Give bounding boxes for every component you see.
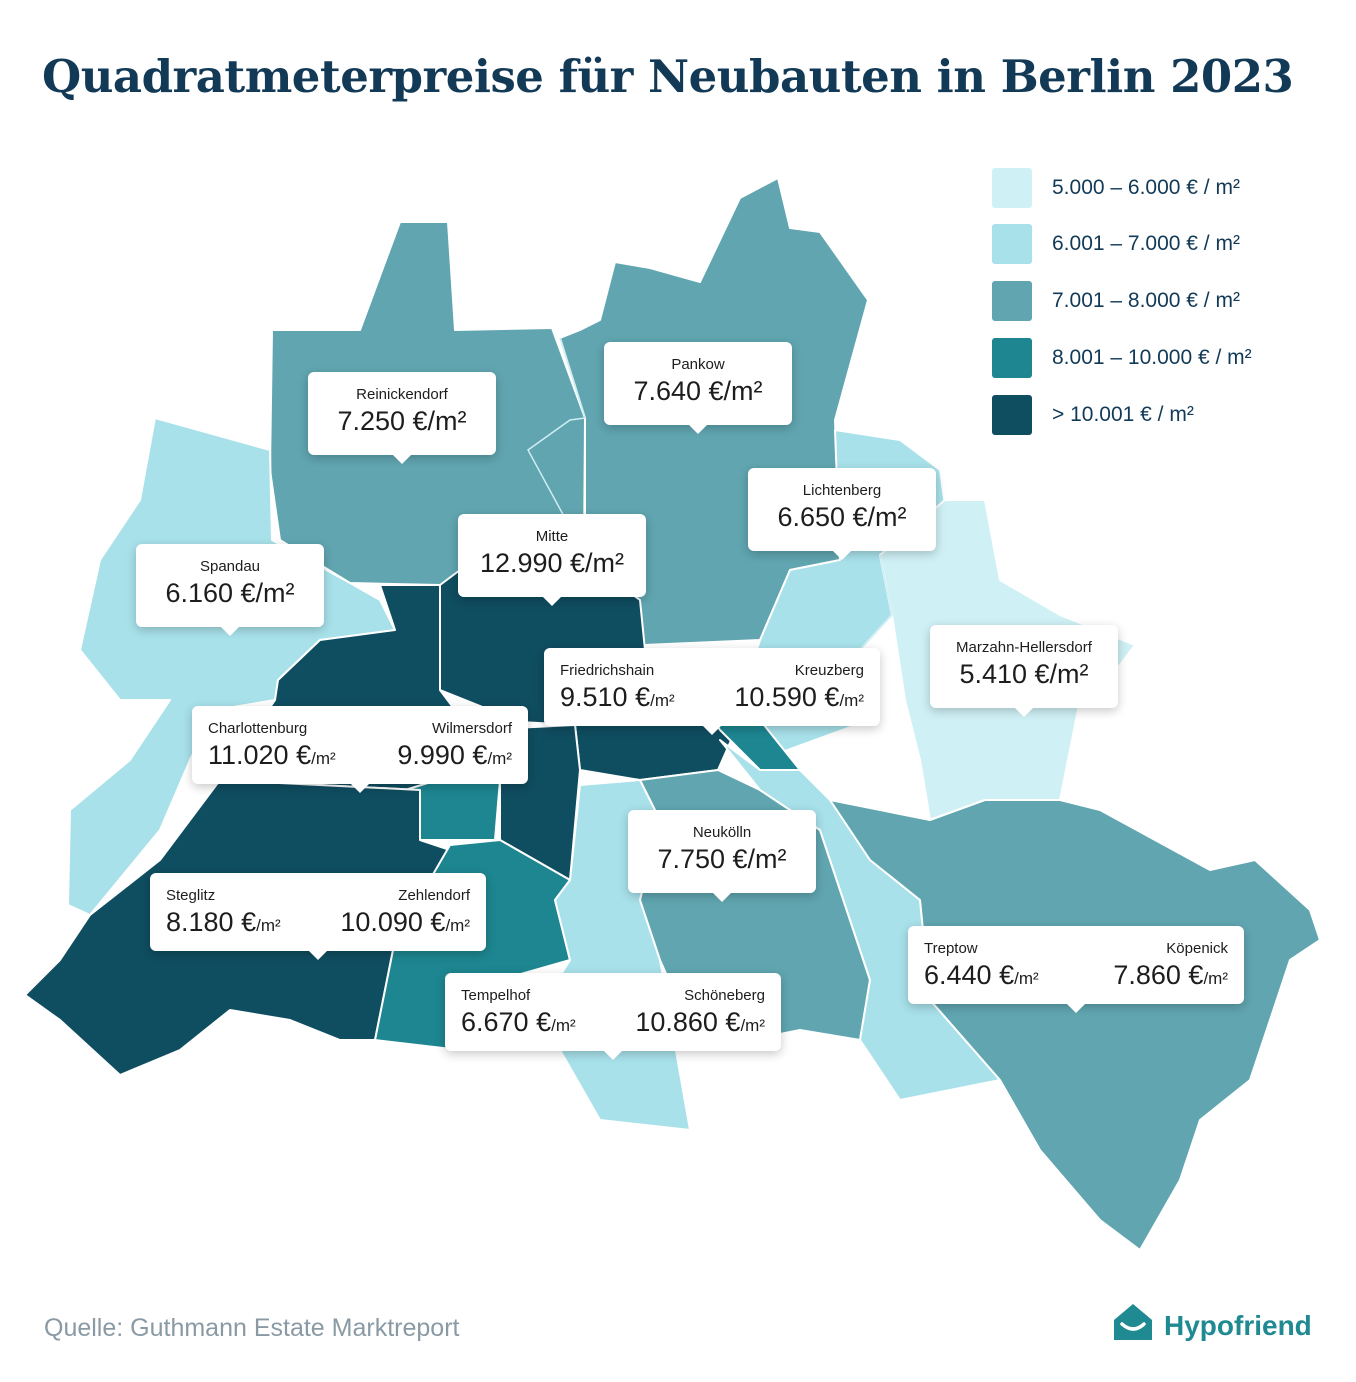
card-charlottenburg-wilmersdorf: Charlottenburg 11.020 €/m² Wilmersdorf 9… (192, 706, 528, 793)
district-name: Spandau (199, 558, 261, 575)
legend-item-class2: 6.001 – 7.000 € / m² (992, 224, 1352, 264)
district-name: Wilmersdorf (431, 720, 512, 737)
district-name: Lichtenberg (802, 482, 882, 499)
card-spandau: Spandau 6.160 €/m² (136, 544, 324, 636)
district-koepenick[interactable] (829, 799, 1321, 1251)
legend-swatch (992, 168, 1032, 208)
district-name: Marzahn-Hellersdorf (956, 639, 1092, 656)
district-price: 10.090 €/m² (340, 907, 470, 937)
legend-label: > 10.001 € / m² (1052, 403, 1194, 426)
legend-item-class3: 7.001 – 8.000 € / m² (992, 281, 1352, 321)
district-price: 12.990 €/m² (479, 548, 625, 578)
card-marzahn: Marzahn-Hellersdorf 5.410 €/m² (930, 625, 1118, 717)
district-border (527, 337, 586, 556)
card-neukoelln: Neukölln 7.750 €/m² (628, 810, 816, 902)
district-name: Steglitz (166, 887, 216, 904)
district-price: 7.750 €/m² (657, 844, 787, 874)
legend-item-class5: > 10.001 € / m² (992, 395, 1352, 435)
card-mitte: Mitte 12.990 €/m² (458, 514, 646, 606)
district-name: Treptow (924, 940, 978, 957)
district-spandau[interactable] (67, 417, 396, 916)
card-pankow: Pankow 7.640 €/m² (604, 342, 792, 434)
legend-swatch (992, 281, 1032, 321)
legend-swatch (992, 338, 1032, 378)
district-name: Zehlendorf (398, 887, 470, 904)
legend-label: 7.001 – 8.000 € / m² (1052, 289, 1240, 312)
legend-label: 5.000 – 6.000 € / m² (1052, 176, 1240, 199)
legend-item-class4: 8.001 – 10.000 € / m² (992, 338, 1352, 378)
district-name: Friedrichshain (560, 662, 655, 679)
district-price: 9.510 €/m² (560, 682, 675, 712)
district-name: Tempelhof (461, 987, 531, 1004)
district-price: 6.160 €/m² (165, 578, 295, 608)
district-name: Charlottenburg (208, 720, 308, 737)
card-reinickendorf: Reinickendorf 7.250 €/m² (308, 372, 496, 464)
district-price: 6.650 €/m² (777, 502, 907, 532)
district-price: 6.670 €/m² (461, 1007, 576, 1037)
card-tempelhof-schoeneberg: Tempelhof 6.670 €/m² Schöneberg 10.860 €… (445, 973, 781, 1060)
district-price: 5.410 €/m² (959, 659, 1089, 689)
card-lichtenberg: Lichtenberg 6.650 €/m² (748, 468, 936, 560)
legend-label: 8.001 – 10.000 € / m² (1052, 346, 1252, 369)
district-name: Mitte (535, 528, 569, 545)
district-name: Pankow (671, 356, 725, 373)
source-note: Quelle: Guthmann Estate Marktreport (44, 1314, 460, 1342)
district-name: Reinickendorf (356, 386, 448, 403)
district-price: 6.440 €/m² (924, 960, 1039, 990)
district-price: 7.860 €/m² (1113, 960, 1228, 990)
district-name: Schöneberg (684, 987, 765, 1004)
district-price: 11.020 €/m² (208, 740, 336, 770)
card-steglitz-zehlendorf: Steglitz 8.180 €/m² Zehlendorf 10.090 €/… (150, 873, 486, 960)
district-border (859, 554, 893, 651)
brand-name: Hypofriend (1164, 1310, 1312, 1341)
legend-swatch (992, 224, 1032, 264)
district-name: Kreuzberg (794, 662, 864, 679)
district-price: 7.250 €/m² (337, 406, 467, 436)
page-title: Quadratmeterpreise für Neubauten in Berl… (42, 50, 1294, 103)
district-price: 9.990 €/m² (397, 740, 512, 770)
legend-label: 6.001 – 7.000 € / m² (1052, 232, 1240, 255)
card-treptow-koepenick: Treptow 6.440 €/m² Köpenick 7.860 €/m² (908, 926, 1244, 1013)
district-name: Köpenick (1166, 940, 1228, 957)
district-price: 8.180 €/m² (166, 907, 281, 937)
district-name: Neukölln (692, 824, 752, 841)
district-price: 10.860 €/m² (635, 1007, 765, 1037)
brand-logo: Hypofriend (1112, 1300, 1332, 1350)
legend-swatch (992, 395, 1032, 435)
house-icon (1114, 1304, 1152, 1340)
card-friedrichshain-kreuzberg: Friedrichshain 9.510 €/m² Kreuzberg 10.5… (544, 648, 880, 735)
legend-item-class1: 5.000 – 6.000 € / m² (992, 168, 1352, 208)
district-price: 7.640 €/m² (633, 376, 763, 406)
district-price: 10.590 €/m² (734, 682, 864, 712)
